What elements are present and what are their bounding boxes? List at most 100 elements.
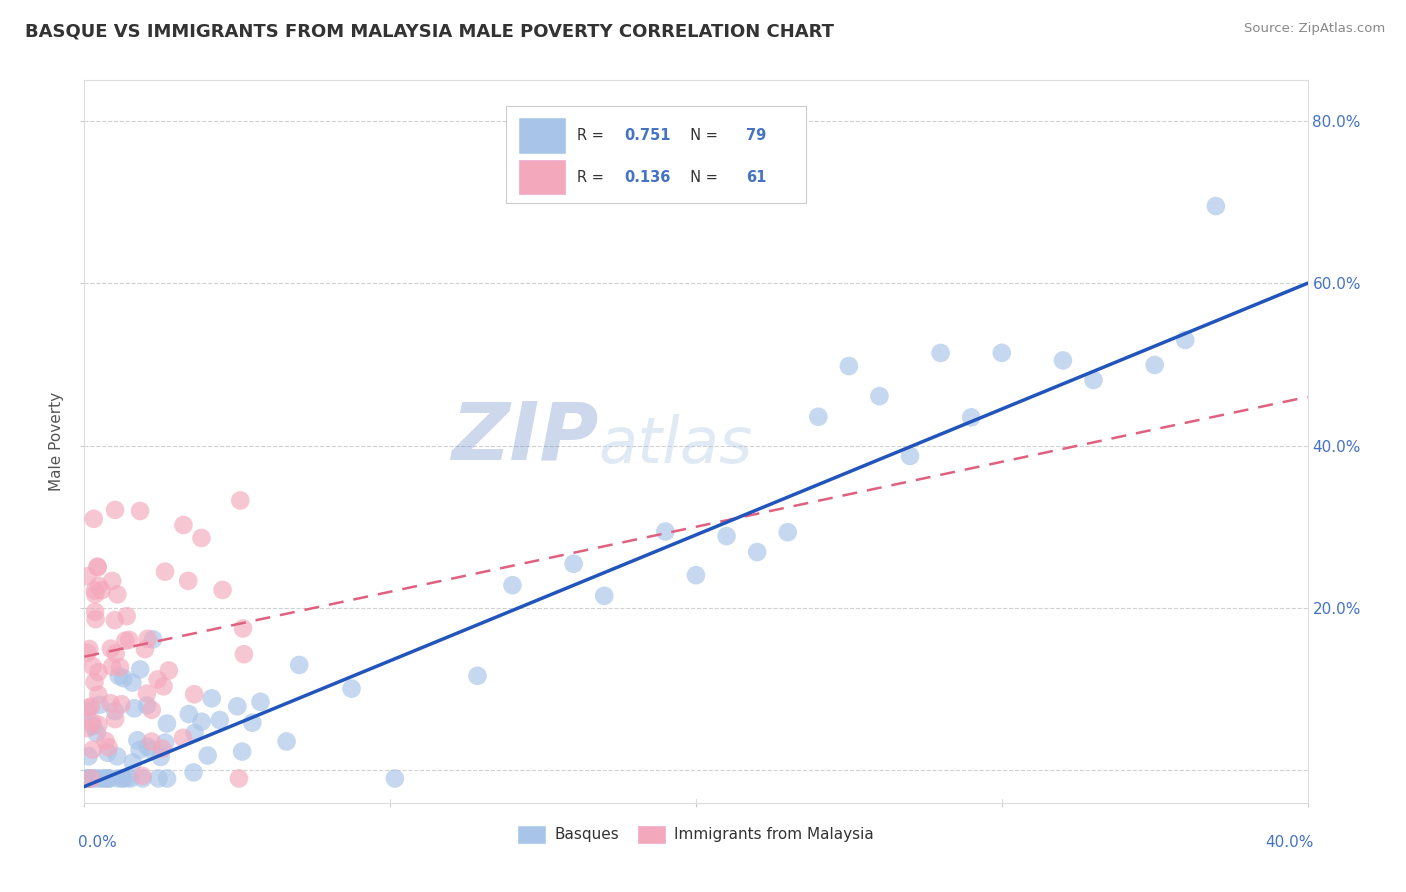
Point: [115, 609, 138, 624]
Point: [340, 681, 363, 696]
Point: [747, 545, 769, 559]
Point: [136, 687, 159, 701]
Point: [82, 742, 104, 756]
Point: [172, 518, 194, 533]
Point: [1083, 373, 1105, 387]
Point: [108, 669, 131, 683]
Point: [112, 772, 135, 786]
Point: [128, 743, 150, 757]
Point: [131, 772, 153, 786]
Point: [121, 756, 143, 770]
Point: [82, 719, 104, 733]
Point: [76, 569, 98, 583]
Bar: [519, 160, 565, 194]
Point: [87, 665, 110, 679]
Text: Source: ZipAtlas.com: Source: ZipAtlas.com: [1244, 22, 1385, 36]
Point: [960, 410, 983, 425]
Point: [94, 734, 117, 748]
Point: [84, 587, 107, 601]
Point: [110, 697, 132, 711]
Text: 79: 79: [747, 128, 766, 143]
Point: [76, 772, 98, 786]
Point: [121, 675, 143, 690]
Text: 61: 61: [747, 169, 766, 185]
Point: [240, 715, 263, 730]
Point: [90, 583, 112, 598]
Point: [79, 772, 101, 786]
Point: [97, 740, 120, 755]
Point: [838, 359, 860, 373]
Point: [87, 718, 110, 732]
Point: [86, 772, 108, 786]
Point: [115, 771, 138, 785]
Point: [87, 688, 110, 702]
Point: [654, 524, 676, 539]
FancyBboxPatch shape: [506, 105, 806, 203]
Point: [685, 568, 707, 582]
Point: [1174, 333, 1197, 347]
Text: BASQUE VS IMMIGRANTS FROM MALAYSIA MALE POVERTY CORRELATION CHART: BASQUE VS IMMIGRANTS FROM MALAYSIA MALE …: [25, 22, 834, 40]
Point: [93, 772, 115, 786]
Point: [105, 749, 128, 764]
Point: [1052, 353, 1074, 368]
Point: [929, 346, 952, 360]
Point: [107, 772, 129, 786]
Point: [177, 707, 200, 722]
Point: [156, 716, 179, 731]
Point: [183, 726, 205, 740]
Point: [232, 647, 254, 661]
Point: [208, 713, 231, 727]
Point: [288, 657, 311, 672]
Point: [129, 504, 152, 518]
Point: [146, 673, 169, 687]
Point: [152, 679, 174, 693]
Point: [84, 612, 107, 626]
Point: [776, 525, 799, 540]
Point: [593, 589, 616, 603]
Point: [716, 529, 738, 543]
Point: [82, 772, 104, 786]
Point: [104, 704, 127, 718]
Point: [467, 669, 489, 683]
Point: [228, 772, 250, 786]
Point: [76, 646, 98, 660]
Point: [97, 746, 120, 760]
Point: [89, 698, 111, 712]
Point: [129, 662, 152, 676]
Point: [76, 705, 98, 719]
Point: [82, 659, 104, 673]
Point: [276, 734, 298, 748]
Point: [201, 691, 224, 706]
Point: [104, 613, 127, 627]
Point: [111, 772, 134, 786]
Text: ZIP: ZIP: [451, 399, 598, 477]
Point: [136, 632, 159, 646]
Point: [83, 675, 105, 690]
Point: [991, 346, 1014, 360]
Point: [97, 772, 120, 786]
Point: [94, 772, 117, 786]
Point: [177, 574, 200, 588]
Point: [231, 745, 253, 759]
Bar: [519, 118, 565, 153]
Point: [104, 712, 127, 726]
Point: [104, 647, 127, 661]
Point: [136, 739, 159, 754]
Text: R =: R =: [578, 169, 609, 185]
Point: [142, 632, 165, 647]
Point: [131, 769, 153, 783]
Point: [141, 703, 163, 717]
Text: 0.0%: 0.0%: [79, 835, 117, 850]
Point: [141, 742, 163, 756]
Legend: Basques, Immigrants from Malaysia: Basques, Immigrants from Malaysia: [512, 820, 880, 849]
Point: [79, 772, 101, 786]
Point: [112, 671, 135, 685]
Point: [104, 503, 127, 517]
Point: [76, 772, 98, 786]
Point: [183, 687, 205, 701]
Text: 0.136: 0.136: [624, 169, 671, 185]
Point: [136, 698, 159, 713]
Point: [869, 389, 891, 403]
Point: [114, 633, 136, 648]
Point: [183, 765, 205, 780]
